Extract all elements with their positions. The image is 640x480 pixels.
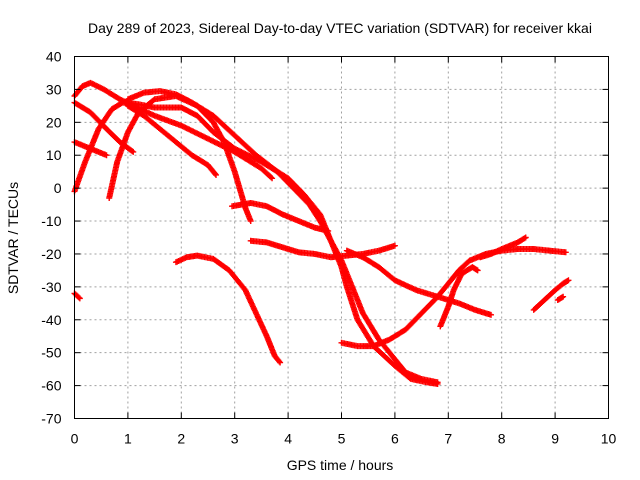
series-track-3 (71, 79, 276, 182)
x-tick-label: 2 (177, 431, 185, 447)
data-point (103, 152, 110, 159)
data-point (391, 242, 398, 249)
y-tick-label: -10 (41, 213, 61, 229)
series-track-16 (530, 277, 572, 313)
y-tick-label: 20 (46, 114, 62, 130)
y-tick-label: 40 (46, 49, 62, 65)
gridlines (74, 56, 609, 419)
x-axis-label: GPS time / hours (287, 457, 394, 473)
y-tick-label: -20 (41, 246, 61, 262)
series-track-5 (71, 139, 110, 159)
x-tick-label: 5 (338, 431, 346, 447)
data-point (325, 227, 332, 234)
chart-title: Day 289 of 2023, Sidereal Day-to-day VTE… (88, 20, 592, 36)
x-tick-label: 10 (601, 431, 617, 447)
series-track-12 (343, 247, 495, 318)
x-tick-label: 7 (444, 431, 452, 447)
data-point (130, 148, 137, 155)
series-track-17 (554, 293, 567, 304)
data-point (488, 311, 495, 318)
y-tick-label: 10 (46, 147, 62, 163)
data-point (247, 218, 254, 225)
y-tick-label: 0 (54, 180, 62, 196)
x-tick-label: 8 (498, 431, 506, 447)
data-point (276, 358, 283, 365)
data-points (71, 79, 572, 387)
x-tick-label: 4 (284, 431, 292, 447)
series-track-14 (437, 264, 481, 330)
data-point (76, 295, 83, 302)
series-track-9 (229, 199, 332, 234)
y-tick-label: 30 (46, 81, 62, 97)
data-point (521, 235, 528, 242)
series-track-4 (71, 99, 137, 155)
y-tick-label: -40 (41, 312, 61, 328)
data-point (129, 148, 136, 155)
y-tick-label: -70 (41, 411, 61, 427)
axis-ticks: 0 1 2 3 4 5 6 7 8 9 10 -70 -60 -50 -40 -30 -20 -10 0 10 20 30… (41, 49, 616, 447)
data-point (213, 171, 220, 178)
series-track-8 (124, 102, 220, 178)
data-point (562, 249, 569, 256)
data-point (268, 174, 275, 181)
data-point (560, 293, 567, 300)
data-point (269, 175, 276, 182)
x-tick-label: 9 (551, 431, 559, 447)
x-tick-label: 1 (124, 431, 132, 447)
x-tick-label: 3 (231, 431, 239, 447)
y-tick-label: -30 (41, 279, 61, 295)
data-point (277, 359, 284, 366)
data-point (474, 267, 481, 274)
y-tick-label: -50 (41, 345, 61, 361)
x-tick-label: 0 (71, 431, 79, 447)
y-axis-label: SDTVAR / TECUs (5, 182, 21, 294)
data-point (522, 234, 529, 241)
y-tick-label: -60 (41, 378, 61, 394)
series-track-15 (477, 234, 529, 261)
series-track-11 (247, 237, 398, 261)
data-point (565, 277, 572, 284)
series-track-10 (172, 252, 284, 366)
data-point (75, 294, 82, 301)
data-point (434, 379, 441, 386)
x-tick-label: 6 (391, 431, 399, 447)
data-point (212, 170, 219, 177)
